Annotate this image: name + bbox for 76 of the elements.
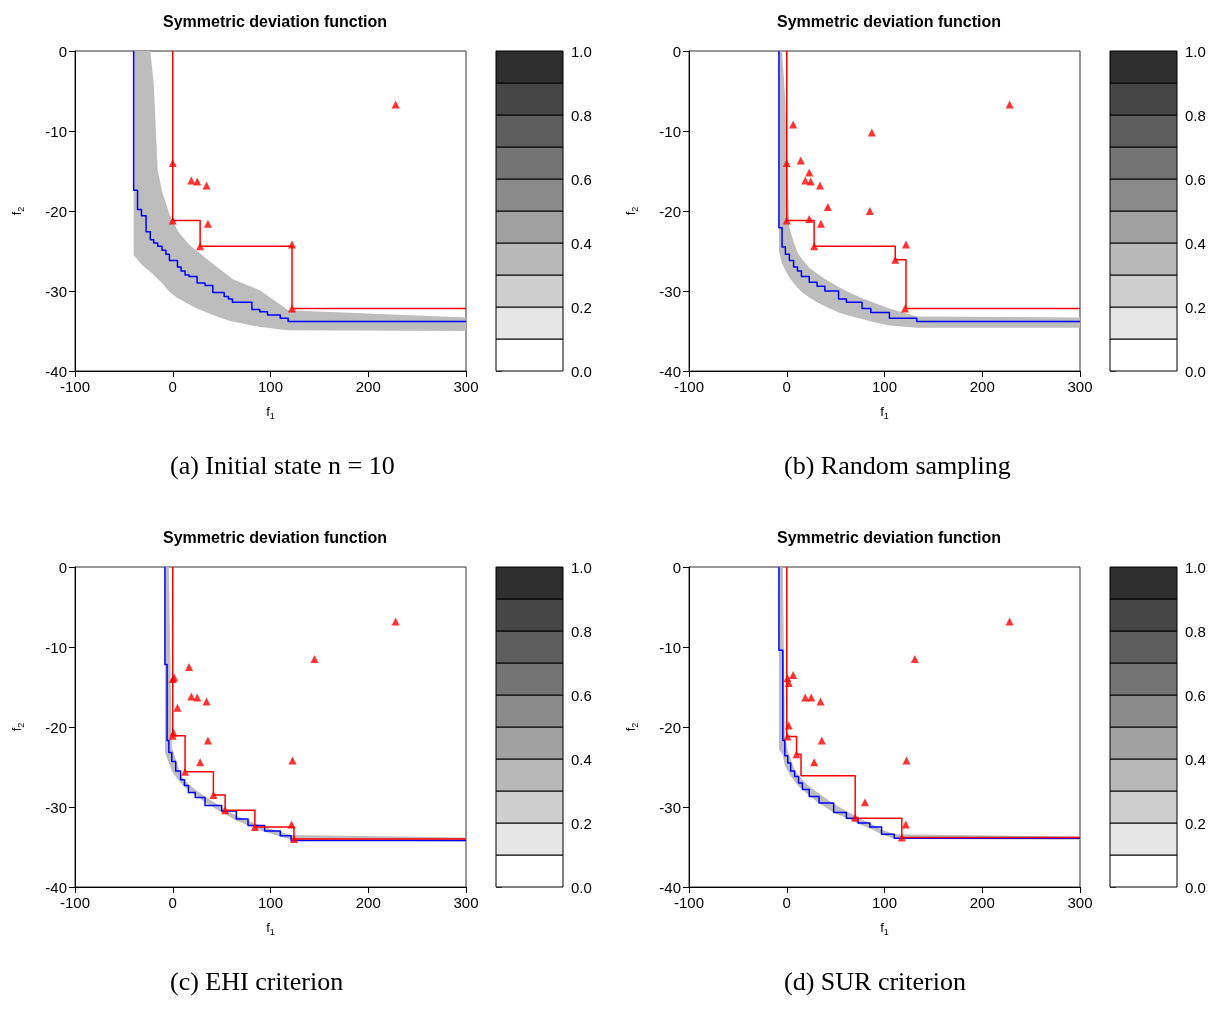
color-bar-label: 0.6	[1185, 170, 1206, 188]
x-tick-label: 100	[871, 894, 898, 911]
y-tick-label: 0	[58, 42, 67, 60]
x-tick-label: 0	[782, 378, 791, 395]
x-tick-label: -100	[59, 894, 91, 911]
x-tick-label: 200	[355, 378, 381, 395]
x-tick-label: 0	[782, 894, 791, 911]
color-bar-label: 0.4	[1185, 750, 1206, 768]
color-bar-label: 0.8	[1185, 106, 1206, 124]
color-bar-label: 0.4	[571, 234, 592, 252]
chart-title: Symmetric deviation function	[776, 528, 1002, 546]
x-tick-label: 300	[1067, 894, 1093, 911]
color-bar-label: 0.8	[1185, 622, 1206, 640]
color-bar-label: 1.0	[571, 42, 592, 60]
color-bar-label: 0.4	[571, 750, 592, 768]
color-bar-label: 0.6	[571, 170, 592, 188]
y-tick-label: -20	[45, 718, 67, 736]
y-axis-title: f2	[9, 206, 26, 216]
color-bar-label: 0.6	[1185, 686, 1206, 704]
y-tick-label: -40	[45, 362, 67, 380]
color-bar-label: 0.4	[1185, 234, 1206, 252]
y-tick-label: -10	[659, 122, 681, 140]
y-tick-label: -10	[659, 638, 681, 656]
color-bar-label: 0.8	[571, 622, 592, 640]
y-tick-label: -40	[659, 878, 681, 896]
y-tick-label: -30	[45, 798, 67, 816]
color-bar-label: 0.6	[571, 686, 592, 704]
y-tick-label: 0	[672, 558, 681, 576]
x-tick-label: 100	[257, 378, 284, 395]
y-tick-label: -20	[659, 202, 681, 220]
y-tick-label: -40	[45, 878, 67, 896]
y-axis-title: f2	[9, 722, 26, 732]
x-tick-label: 100	[871, 378, 898, 395]
x-tick-label: 0	[168, 894, 177, 911]
chart-title: Symmetric deviation function	[162, 528, 388, 546]
x-tick-label: -100	[673, 378, 705, 395]
x-tick-label: 300	[1067, 378, 1093, 395]
y-tick-label: -40	[659, 362, 681, 380]
x-tick-label: 200	[969, 894, 995, 911]
x-tick-label: -100	[673, 894, 705, 911]
x-tick-label: 300	[453, 378, 479, 395]
text: (b) Random sampling	[784, 450, 1011, 480]
y-tick-label: -20	[45, 202, 67, 220]
y-tick-label: 0	[672, 42, 681, 60]
x-tick-label: 300	[453, 894, 479, 911]
y-tick-label: -10	[45, 122, 67, 140]
chart-title: Symmetric deviation function	[776, 12, 1002, 30]
color-bar-label: 0.0	[1185, 362, 1206, 380]
text: (d) SUR criterion	[784, 966, 966, 996]
y-tick-label: -20	[659, 718, 681, 736]
x-tick-label: 100	[257, 894, 284, 911]
color-bar-label: 0.0	[1185, 878, 1206, 896]
y-tick-label: -30	[45, 282, 67, 300]
y-tick-label: -30	[659, 798, 681, 816]
color-bar-label: 1.0	[1185, 558, 1206, 576]
color-bar-label: 1.0	[1185, 42, 1206, 60]
color-bar-label: 0.2	[571, 298, 592, 316]
text: (a) Initial state n = 10	[170, 450, 395, 480]
color-bar-label: 0.2	[1185, 814, 1206, 832]
x-tick-label: 0	[168, 378, 177, 395]
y-tick-label: 0	[58, 558, 67, 576]
y-tick-label: -10	[45, 638, 67, 656]
y-tick-label: -30	[659, 282, 681, 300]
color-bar-label: 0.2	[1185, 298, 1206, 316]
color-bar-label: 0.8	[571, 106, 592, 124]
text: (c) EHI criterion	[170, 966, 344, 996]
color-bar-label: 0.2	[571, 814, 592, 832]
x-tick-label: 200	[969, 378, 995, 395]
color-bar-label: 0.0	[571, 878, 592, 896]
color-bar-label: 1.0	[571, 558, 592, 576]
y-axis-title: f2	[623, 206, 640, 216]
chart-title: Symmetric deviation function	[162, 12, 388, 30]
color-bar-label: 0.0	[571, 362, 592, 380]
x-tick-label: 200	[355, 894, 381, 911]
y-axis-title: f2	[623, 722, 640, 732]
x-tick-label: -100	[59, 378, 91, 395]
